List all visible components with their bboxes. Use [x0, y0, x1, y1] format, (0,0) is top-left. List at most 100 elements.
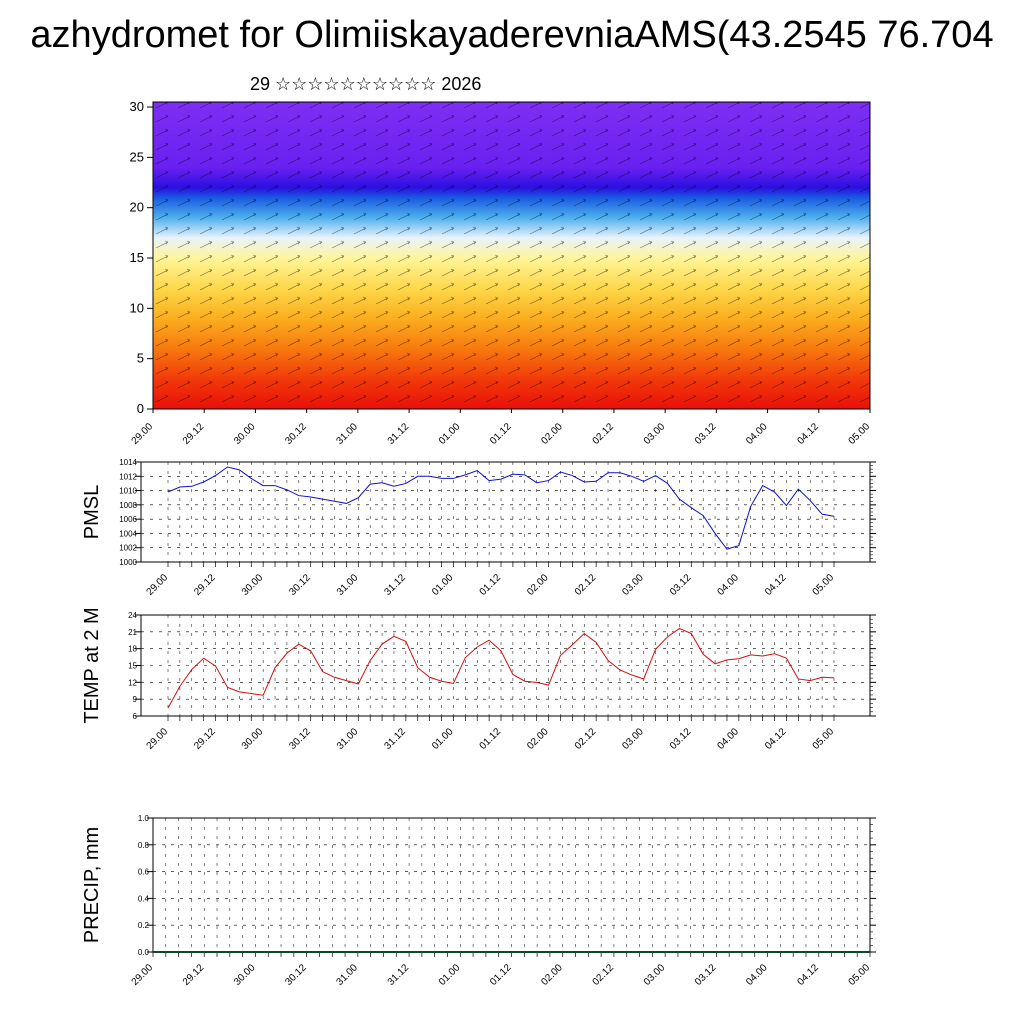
profile-ytick-label: 15 [130, 250, 144, 265]
xtick-label: 31.12 [383, 726, 409, 752]
profile-xtick-label: 02.12 [591, 421, 617, 447]
profile-xtick-label: 30.12 [283, 421, 309, 447]
xtick-label: 31.00 [335, 962, 361, 988]
ytick-label: 0.8 [138, 841, 150, 850]
xtick-label: 05.00 [811, 726, 837, 752]
xtick-label: 30.00 [240, 572, 266, 598]
xtick-label: 04.00 [716, 572, 742, 598]
xtick-label: 04.12 [795, 962, 821, 988]
temperature-panel: 6 9 12 15 18 21 24 29.00 29.12 30.00 30.12 31.00 31.… [81, 607, 876, 752]
profile-xtick-label: 04.00 [744, 421, 770, 447]
ytick-label: 1004 [119, 529, 137, 538]
xtick-label: 02.12 [573, 572, 599, 598]
xtick-label: 31.00 [335, 572, 361, 598]
xtick-label: 29.00 [145, 572, 171, 598]
xtick-label: 04.00 [744, 962, 770, 988]
xtick-label: 30.00 [240, 726, 266, 752]
ylabel: TEMP at 2 M [81, 607, 103, 723]
xtick-label: 03.00 [620, 572, 646, 598]
xtick-label: 01.12 [478, 572, 504, 598]
xtick-label: 01.00 [430, 572, 456, 598]
ytick-label: 9 [133, 695, 138, 704]
profile-ytick-label: 5 [137, 351, 144, 366]
ytick-label: 24 [128, 611, 137, 620]
ytick-label: 0.6 [138, 868, 150, 877]
xtick-label: 02.12 [591, 962, 617, 988]
xtick-label: 04.12 [763, 726, 789, 752]
ytick-label: 6 [133, 712, 138, 721]
xtick-label: 02.00 [525, 572, 551, 598]
xtick-label: 01.12 [488, 962, 514, 988]
ytick-label: 18 [128, 645, 137, 654]
profile-xtick-label: 01.00 [437, 421, 463, 447]
xtick-label: 29.12 [192, 726, 218, 752]
chart-title: azhydromet for OlimiiskayaderevniaAMS(43… [30, 14, 994, 56]
ylabel: PRECIP, mm [81, 827, 103, 943]
xtick-label: 02.00 [539, 962, 565, 988]
xtick-label: 01.00 [430, 726, 456, 752]
xtick-label: 03.12 [668, 572, 694, 598]
xtick-label: 30.12 [283, 962, 309, 988]
ytick-label: 21 [128, 628, 137, 637]
profile-ytick-label: 25 [130, 149, 144, 164]
xtick-label: 01.00 [437, 962, 463, 988]
panel-frame [140, 614, 871, 717]
xtick-label: 29.00 [145, 726, 171, 752]
panel-frame [152, 817, 871, 953]
xtick-label: 01.12 [478, 726, 504, 752]
profile-xtick-label: 04.12 [795, 421, 821, 447]
profile-xtick-label: 02.00 [539, 421, 565, 447]
xtick-label: 03.00 [620, 726, 646, 752]
xtick-label: 02.00 [525, 726, 551, 752]
xtick-label: 05.00 [811, 572, 837, 598]
ytick-label: 1012 [119, 472, 137, 481]
profile-xtick-label: 01.12 [488, 421, 514, 447]
xtick-label: 30.12 [287, 572, 313, 598]
xtick-label: 31.00 [335, 726, 361, 752]
ytick-label: 15 [128, 662, 137, 671]
xtick-label: 30.12 [287, 726, 313, 752]
profile-xtick-label: 31.12 [386, 421, 412, 447]
profile-xtick-label: 03.00 [642, 421, 668, 447]
ytick-label: 0.4 [138, 894, 150, 903]
profile-xtick-label: 29.00 [130, 421, 156, 447]
ytick-label: 1000 [119, 558, 137, 567]
ytick-label: 1014 [119, 458, 137, 467]
profile-ytick-label: 30 [130, 99, 144, 114]
profile-xtick-label: 29.12 [181, 421, 207, 447]
profile-ytick-label: 10 [130, 300, 144, 315]
profile-xtick-label: 05.00 [847, 421, 873, 447]
ytick-label: 12 [128, 678, 137, 687]
wind-profile-panel: 0 5 10 15 20 25 30 29.00 29.12 30.00 30.12 31.00 31.… [130, 99, 873, 447]
ytick-label: 1008 [119, 501, 137, 510]
chart-subtitle: 29 ☆☆☆☆☆☆☆☆☆☆ 2026 [250, 74, 482, 94]
wind-barbs [153, 102, 870, 409]
xtick-label: 04.12 [763, 572, 789, 598]
ytick-label: 0.2 [138, 921, 150, 930]
profile-xtick-label: 30.00 [232, 421, 258, 447]
xtick-label: 04.00 [716, 726, 742, 752]
profile-xtick-label: 31.00 [335, 421, 361, 447]
profile-xtick-label: 03.12 [693, 421, 719, 447]
precip-panel: 0.0 0.2 0.4 0.6 0.8 1.0 29.00 29.12 30.00 30.12 31… [81, 814, 876, 988]
ylabel: PMSL [81, 485, 103, 539]
xtick-label: 05.00 [847, 962, 873, 988]
xtick-label: 03.00 [642, 962, 668, 988]
xtick-label: 02.12 [573, 726, 599, 752]
xtick-label: 30.00 [232, 962, 258, 988]
ytick-label: 1.0 [138, 814, 150, 823]
xtick-label: 29.00 [130, 962, 156, 988]
profile-ytick-label: 20 [130, 200, 144, 215]
xtick-label: 31.12 [383, 572, 409, 598]
xtick-label: 29.12 [192, 572, 218, 598]
xtick-label: 03.12 [668, 726, 694, 752]
ytick-label: 0.0 [138, 948, 150, 957]
xtick-label: 29.12 [181, 962, 207, 988]
pmsl-panel: 1000 1002 1004 1006 1008 1010 1012 1014 29.00 29.… [81, 458, 876, 598]
xtick-label: 03.12 [693, 962, 719, 988]
profile-ytick-label: 0 [137, 401, 144, 416]
xtick-label: 31.12 [386, 962, 412, 988]
ytick-label: 1010 [119, 487, 137, 496]
ytick-label: 1006 [119, 515, 137, 524]
